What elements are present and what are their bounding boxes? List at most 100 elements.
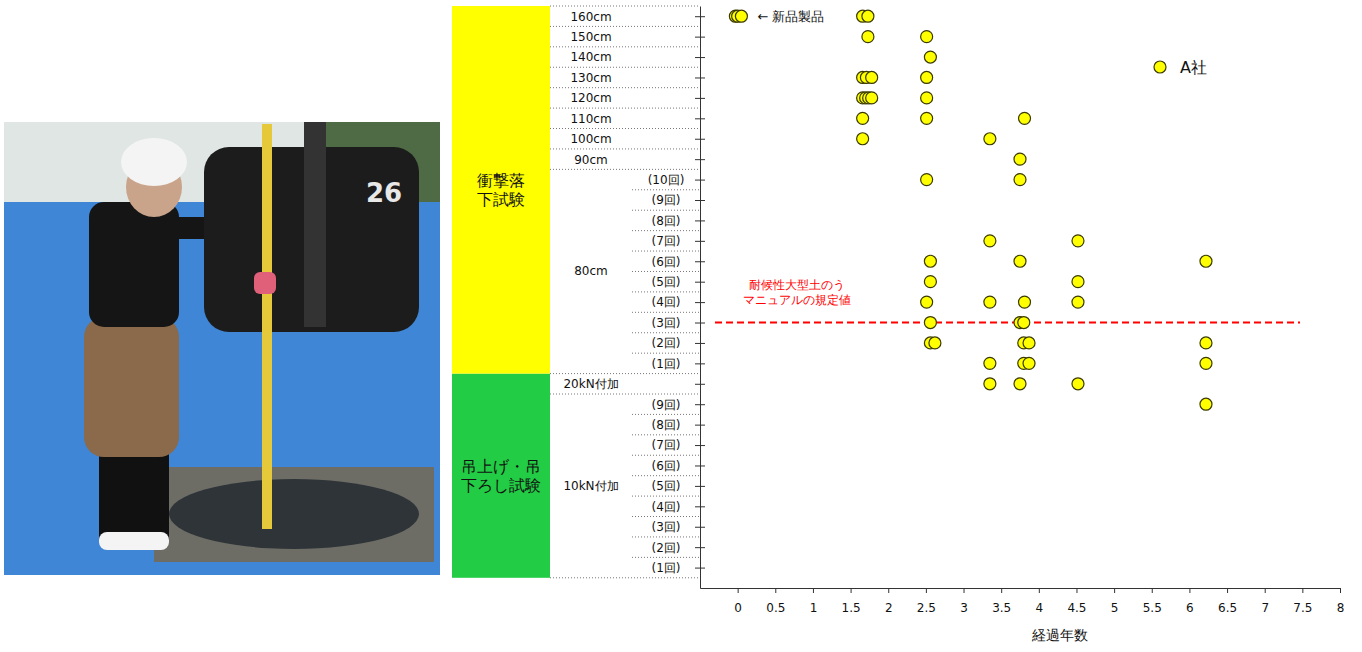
x-tick: 2 [885,588,893,615]
figure: 26吊上げ・吊下ろし試験衝撃落下試験10kN付加80cm(1回)(2回)(3回)… [0,0,1362,652]
x-tick-mark [813,588,814,593]
y-tick-mark [695,425,705,426]
y-tick-label: 20kN付加 [563,377,618,391]
y-tick-label: (1回) [652,561,681,575]
data-point [921,112,933,124]
y-tick-label: 140cm [570,50,611,64]
y-tick-label: (3回) [652,316,681,330]
x-tick-label: 8 [1337,601,1345,615]
y-axis: (1回)(2回)(3回)(4回)(5回)(6回)(7回)(8回)(9回)20kN… [563,7,705,589]
row-separator [632,536,700,537]
data-point [735,10,747,22]
x-tick: 6.5 [1218,588,1237,615]
annotation: ← 新品製品 [757,9,824,24]
x-tick-mark [775,588,776,593]
section-label: 吊上げ・吊下ろし試験 [461,457,541,495]
y-tick: (2回) [652,336,706,350]
y-tick-mark [695,343,705,344]
x-tick-mark [1152,588,1153,593]
y-tick-label: (2回) [652,540,681,554]
legend: A社 [1154,58,1207,77]
y-tick-label: (6回) [652,255,681,269]
y-tick-label: (1回) [652,357,681,371]
y-tick-label: (10回) [648,173,685,187]
y-tick: (8回) [652,214,706,228]
x-tick-label: 6 [1186,601,1194,615]
data-point [1019,112,1031,124]
y-tick: 150cm [570,30,705,44]
y-tick: 110cm [570,112,705,126]
row-separator [632,455,700,456]
y-tick-mark [695,241,705,242]
row-separator [632,475,700,476]
y-tick-label: (7回) [652,438,681,452]
y-tick: (6回) [652,459,706,473]
x-tick-label: 0.5 [766,601,785,615]
row-separator [550,394,700,395]
y-tick: (3回) [652,520,706,534]
y-tick-mark [695,37,705,38]
y-tick-label: (5回) [652,275,681,289]
x-axis-line [701,588,1341,589]
y-tick-label: 160cm [570,10,611,24]
x-axis: 00.511.522.533.544.555.566.577.58 [701,588,1345,615]
y-tick: 120cm [570,91,705,105]
x-tick-label: 4.5 [1067,601,1086,615]
y-tick: (9回) [652,398,706,412]
x-tick-label: 7 [1261,601,1269,615]
data-point [1072,296,1084,308]
x-tick-mark [1189,588,1190,593]
y-tick-mark [695,16,705,17]
x-tick-mark [964,588,965,593]
x-tick: 5.5 [1143,588,1162,615]
x-tick-label: 4 [1036,601,1044,615]
legend-label: A社 [1180,58,1207,77]
section-label: 衝撃落下試験 [477,171,525,209]
x-axis-title: 経過年数 [1031,627,1088,643]
photo: 26 [4,122,440,575]
y-tick-mark [695,363,705,364]
row-separator [632,414,700,415]
data-point [1200,398,1212,410]
legend-marker [1154,61,1166,73]
y-tick-label: (2回) [652,336,681,350]
row-group-label: 10kN付加 [563,479,618,493]
y-tick-label: (8回) [652,418,681,432]
photo-hand [254,272,276,294]
y-tick-mark [695,139,705,140]
row-separator [632,332,700,333]
y-tick-mark [695,323,705,324]
x-tick-mark [1076,588,1077,593]
x-tick: 3 [960,588,968,615]
x-tick: 2.5 [917,588,936,615]
x-tick-mark [926,588,927,593]
sections: 吊上げ・吊下ろし試験衝撃落下試験 [452,6,550,578]
y-tick-mark [695,527,705,528]
row-separator [550,6,700,7]
y-tick-mark [695,568,705,569]
reference-label: 耐候性大型土のう [749,278,845,292]
y-tick-mark [695,486,705,487]
x-tick-label: 7.5 [1293,601,1312,615]
x-tick-label: 3 [960,601,968,615]
data-point [1014,153,1026,165]
reference-line [715,322,1300,324]
data-point [984,296,996,308]
row-group-label: 80cm [574,264,608,278]
data-point [1072,378,1084,390]
x-tick-mark [888,588,889,593]
row-separator [550,67,700,68]
photo-person-shoe [99,532,169,550]
y-tick-label: 110cm [570,112,611,126]
y-tick-label: (5回) [652,479,681,493]
y-tick-mark [695,220,705,221]
row-separator [550,108,700,109]
y-tick-mark [695,384,705,385]
photo-person-legs [99,452,169,542]
data-point [924,51,936,63]
row-separator [632,496,700,497]
x-tick-mark [1001,588,1002,593]
y-tick-mark [695,77,705,78]
y-tick: (9回) [652,193,706,207]
photo-person-body [89,202,179,327]
